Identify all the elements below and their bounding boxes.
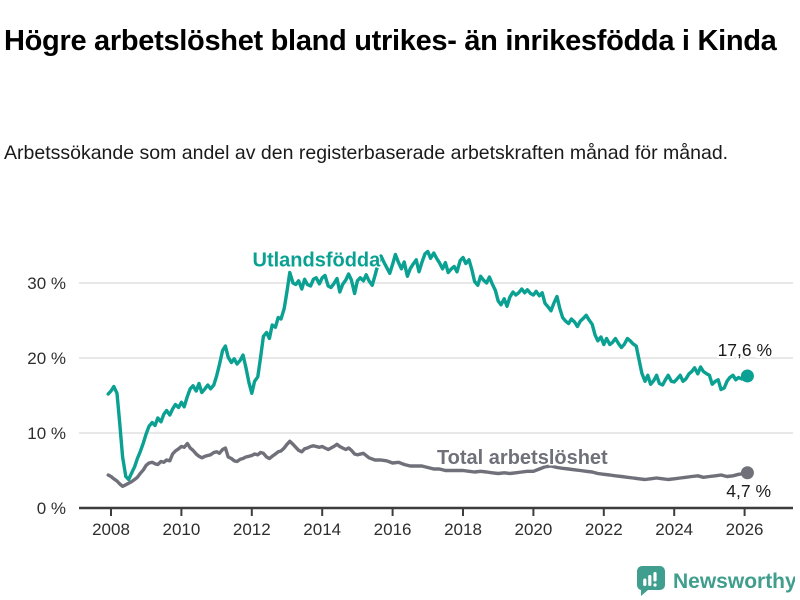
- x-axis-tick-label: 2020: [514, 520, 552, 539]
- y-axis-tick-label: 0 %: [37, 499, 66, 518]
- x-axis-tick-label: 2016: [374, 520, 412, 539]
- x-axis-tick-label: 2018: [444, 520, 482, 539]
- y-axis-tick-label: 20 %: [27, 349, 66, 368]
- y-axis-tick-label: 10 %: [27, 424, 66, 443]
- total-series-label: Total arbetslöshet: [437, 447, 608, 469]
- bar-chart-bubble-icon: [636, 566, 665, 596]
- page-subtitle: Arbetssökande som andel av den registerb…: [4, 141, 729, 164]
- total-unemployment-line: [106, 439, 750, 488]
- page-title: Högre arbetslöshet bland utrikes- än inr…: [4, 25, 777, 58]
- x-axis-tick-label: 2014: [303, 520, 341, 539]
- x-axis-tick-label: 2022: [585, 520, 623, 539]
- y-axis-tick-label: 30 %: [27, 274, 66, 293]
- foreign-born-end-value-label: 17,6 %: [718, 340, 772, 360]
- foreign-born-end-dot: [740, 369, 754, 383]
- total-end-dot: [740, 466, 754, 480]
- line-chart: 0 % 10 % 20 % 30 % 2008 2010 2012 2014 2016 2018 2…: [27, 248, 793, 539]
- x-axis-tick-label: 2010: [162, 520, 200, 539]
- newsworthy-logo: Newsworthy: [636, 566, 797, 596]
- brand-logo: Newsworthy: [635, 563, 797, 600]
- x-axis-tick-label: 2026: [726, 520, 764, 539]
- brand-name: Newsworthy: [673, 570, 795, 593]
- total-end-value-label: 4,7 %: [726, 481, 771, 501]
- x-axis-tick-label: 2008: [92, 520, 130, 539]
- x-axis-tick-label: 2024: [655, 520, 693, 539]
- foreign-born-line: [106, 249, 750, 482]
- foreign-born-series-label: Utlandsfödda: [253, 250, 382, 272]
- x-axis-tick-label: 2012: [233, 520, 271, 539]
